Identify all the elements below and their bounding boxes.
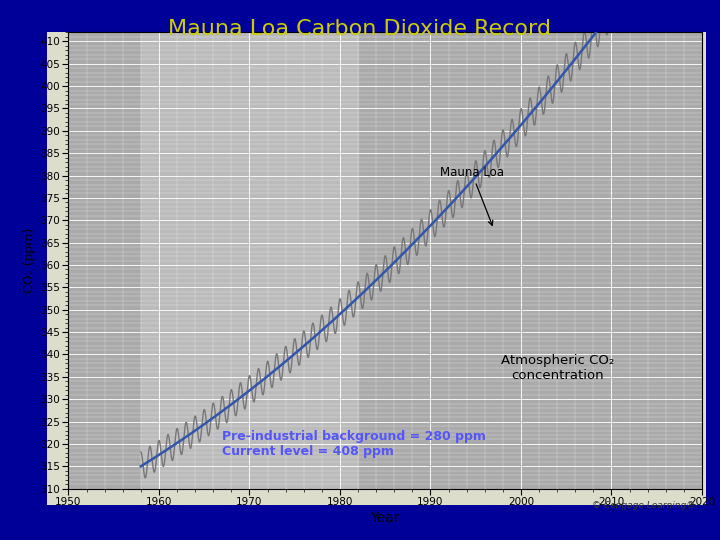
Text: Mauna Loa Carbon Dioxide Record: Mauna Loa Carbon Dioxide Record (168, 19, 552, 39)
Text: Mauna Loa: Mauna Loa (439, 166, 503, 225)
Text: © Cengage Learning®.: © Cengage Learning®. (593, 501, 698, 510)
X-axis label: Year: Year (371, 511, 400, 525)
Text: Atmospheric CO₂
concentration: Atmospheric CO₂ concentration (500, 354, 614, 382)
Y-axis label: CO₂ (ppm): CO₂ (ppm) (23, 228, 36, 293)
Bar (141, 32, 358, 489)
Text: Pre-industrial background = 280 ppm
Current level = 408 ppm: Pre-industrial background = 280 ppm Curr… (222, 430, 486, 458)
